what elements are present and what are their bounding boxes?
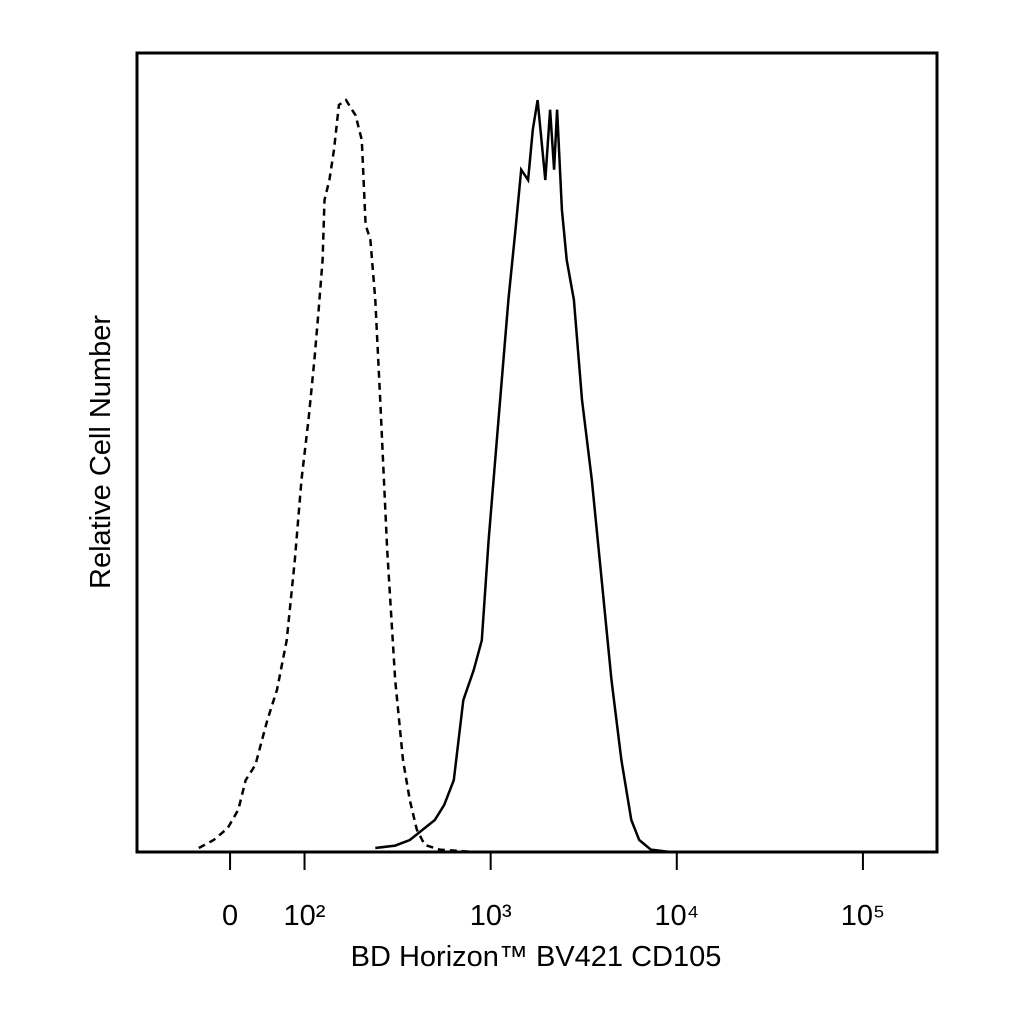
- y-axis-title: Relative Cell Number: [85, 315, 117, 589]
- x-axis-title: BD Horizon™ BV421 CD105: [351, 941, 722, 973]
- x-tick-label: 10⁵: [841, 900, 885, 932]
- plot-frame: [135, 51, 939, 854]
- x-tick-label: 10²: [284, 900, 326, 932]
- x-tick-label: 0: [222, 900, 238, 932]
- histogram-line: [375, 99, 671, 854]
- x-tick-label: 10³: [470, 900, 512, 932]
- histogram-line: [198, 98, 474, 854]
- x-tick-label: 10⁴: [654, 900, 699, 932]
